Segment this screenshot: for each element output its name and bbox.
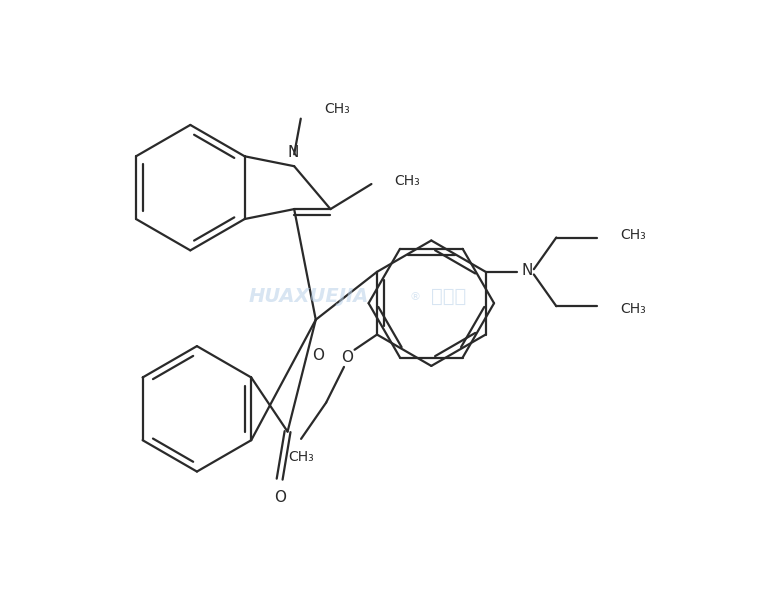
- Text: CH₃: CH₃: [394, 173, 420, 188]
- Text: O: O: [273, 490, 285, 505]
- Text: ®: ®: [410, 292, 421, 302]
- Text: 化学加: 化学加: [431, 287, 466, 306]
- Text: N: N: [287, 145, 298, 161]
- Text: O: O: [312, 348, 324, 363]
- Text: CH₃: CH₃: [324, 102, 350, 116]
- Text: N: N: [522, 263, 533, 278]
- Text: CH₃: CH₃: [288, 451, 314, 465]
- Text: O: O: [341, 350, 353, 365]
- Text: HUAXUEJIA: HUAXUEJIA: [249, 287, 369, 306]
- Text: CH₃: CH₃: [620, 228, 646, 242]
- Text: CH₃: CH₃: [620, 302, 646, 316]
